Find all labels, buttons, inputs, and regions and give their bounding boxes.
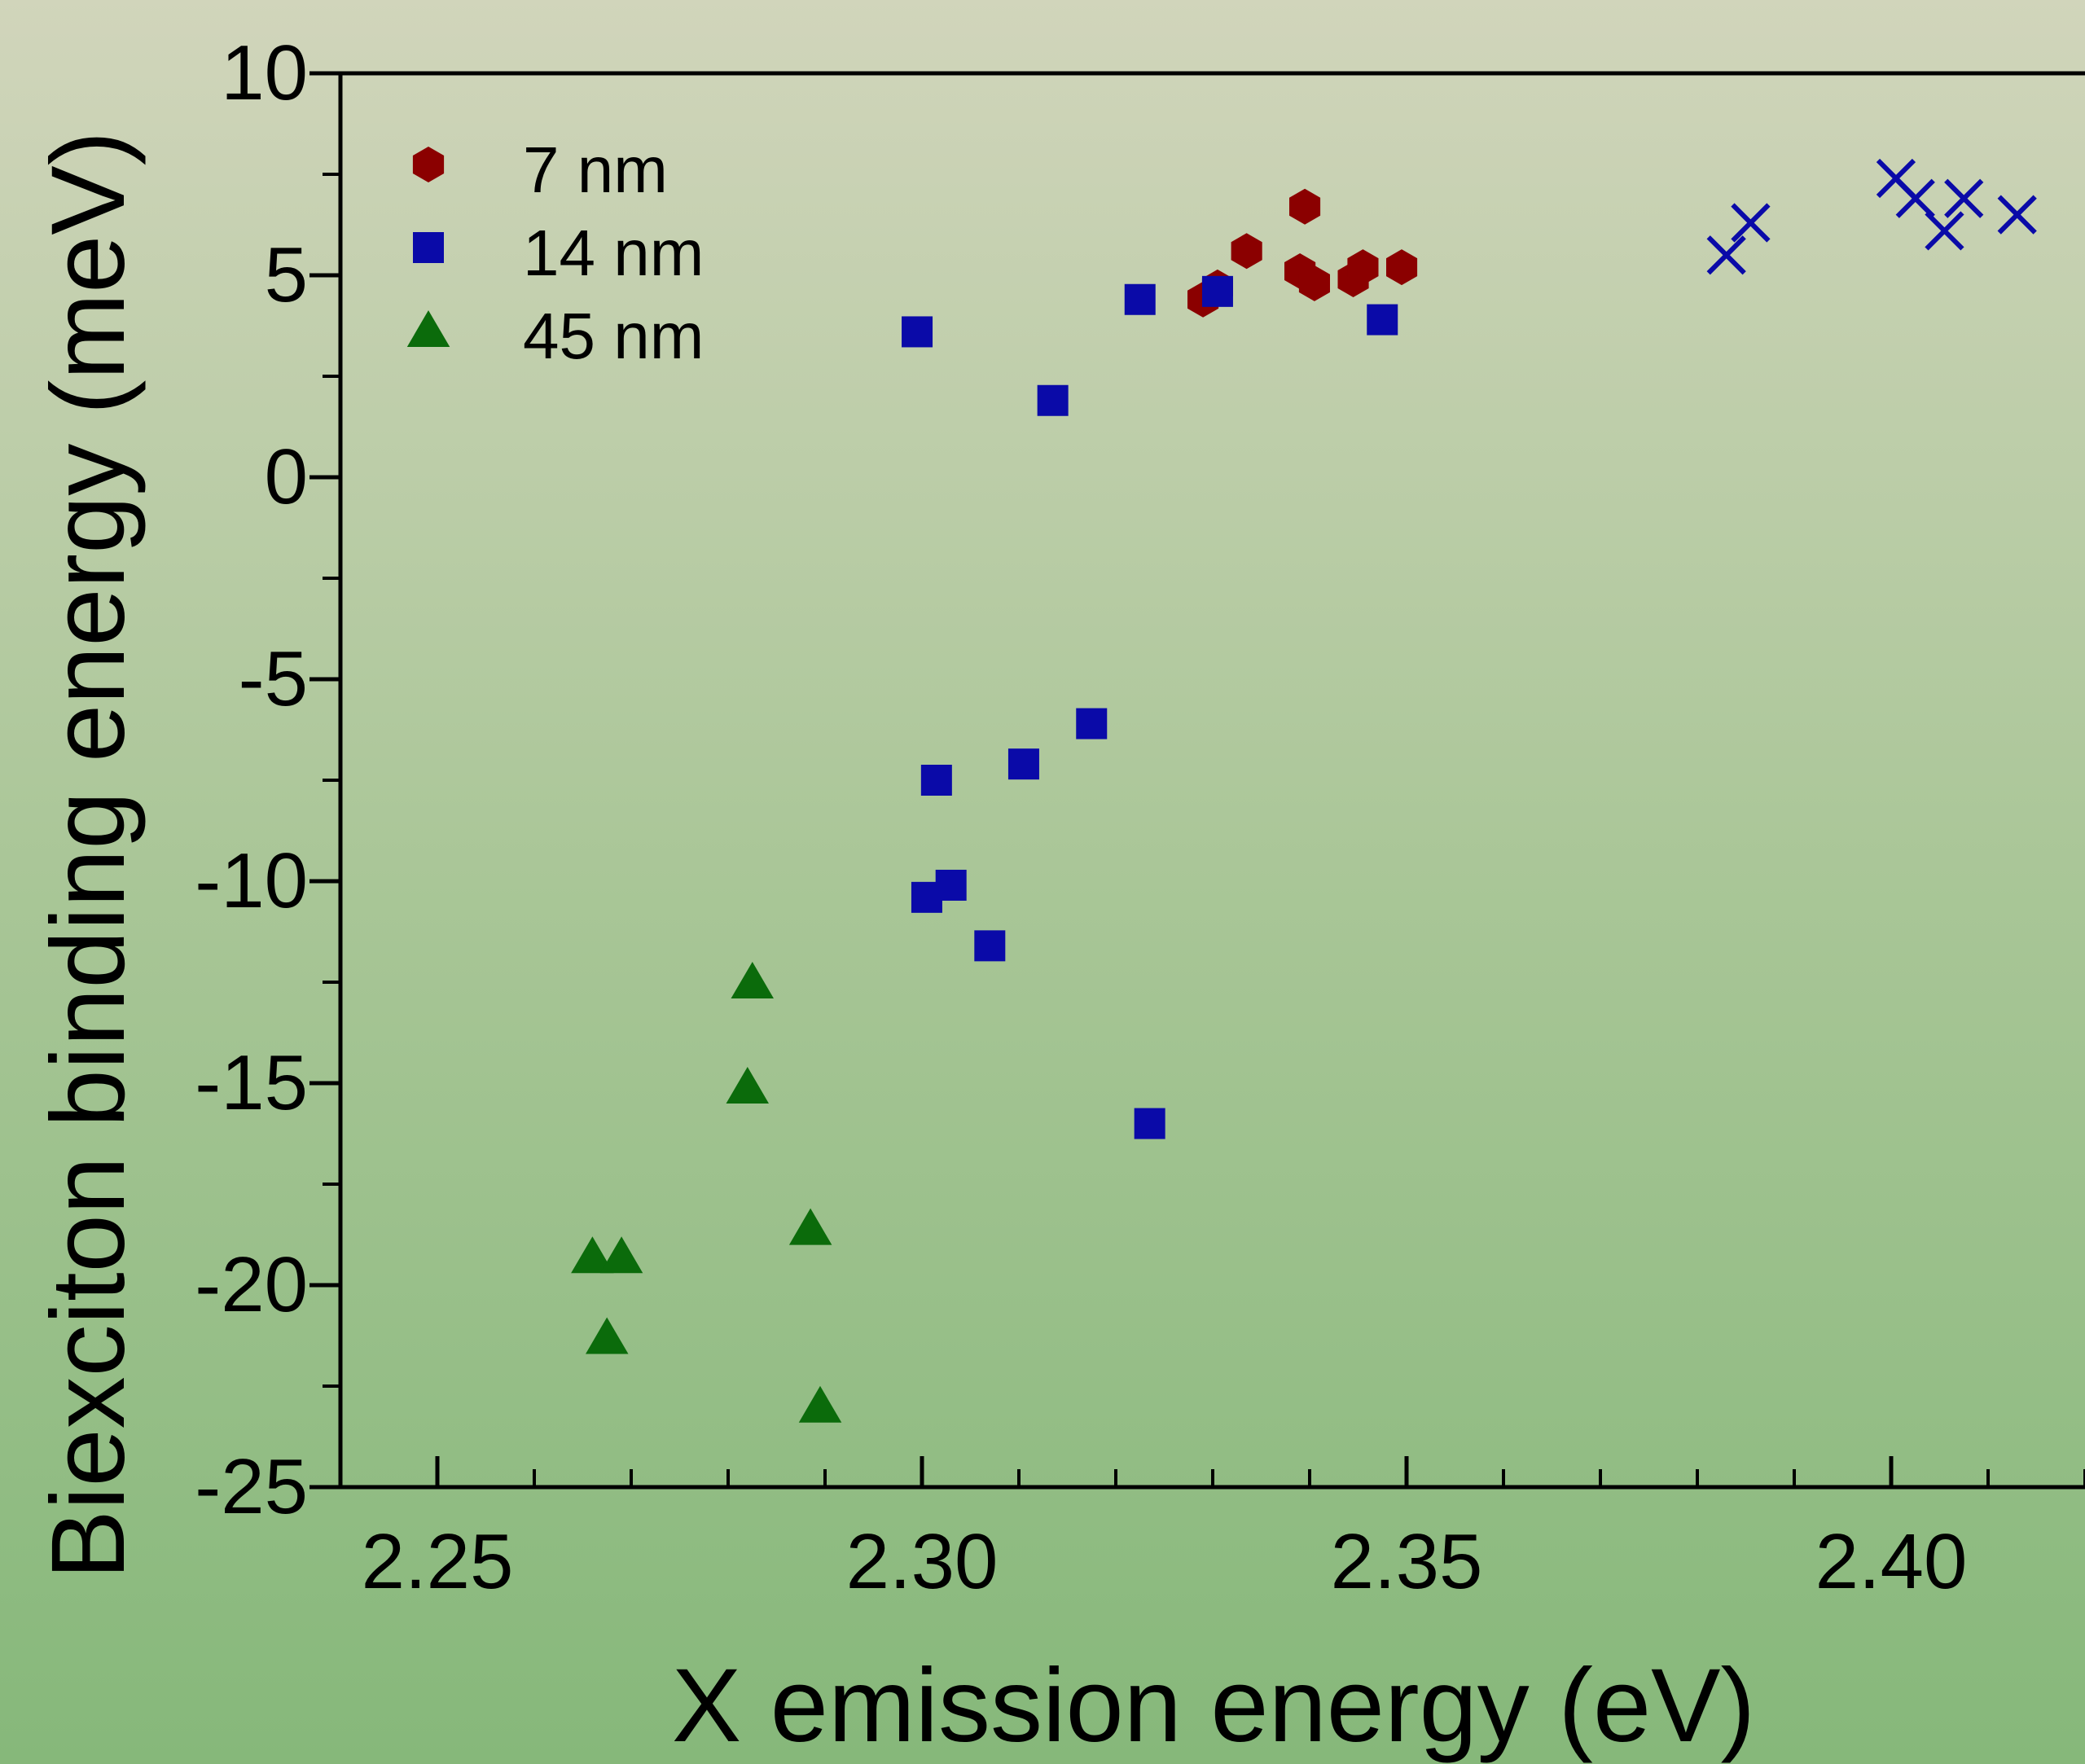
- y-tick-label: 0: [265, 433, 308, 520]
- data-point-triangle: [571, 1236, 614, 1274]
- data-point-cross: [1895, 178, 1935, 218]
- legend-marker-square: [413, 232, 444, 263]
- legend-marker-hexagon: [412, 147, 445, 182]
- y-tick-label: -5: [239, 635, 308, 722]
- x-tick-label: 2.40: [1815, 1518, 1968, 1605]
- y-tick-label: -25: [195, 1443, 308, 1530]
- y-tick-label: -15: [195, 1039, 308, 1126]
- data-points: [571, 158, 2037, 1423]
- x-tick-label: 2.35: [1331, 1518, 1483, 1605]
- data-point-cross: [1997, 195, 2037, 235]
- data-point-square: [1201, 275, 1233, 307]
- x-tick-label: 2.25: [362, 1518, 514, 1605]
- data-point-triangle: [788, 1208, 832, 1245]
- data-point-square: [1367, 304, 1398, 336]
- y-tick-label: -20: [195, 1241, 308, 1328]
- data-point-square: [1134, 1108, 1165, 1139]
- legend-label: 14 nm: [523, 217, 704, 289]
- data-point-triangle: [599, 1236, 643, 1274]
- data-point-square: [920, 765, 952, 796]
- data-point-hexagon: [1289, 188, 1321, 225]
- data-point-square: [911, 881, 942, 913]
- legend-label: 45 nm: [523, 300, 704, 372]
- data-point-hexagon: [1298, 265, 1330, 301]
- legend-label: 7 nm: [523, 134, 668, 206]
- data-point-triangle: [731, 962, 774, 998]
- data-point-square: [902, 316, 933, 348]
- data-point-square: [1124, 283, 1156, 315]
- y-tick-label: 5: [265, 231, 308, 318]
- data-point-triangle: [726, 1067, 769, 1104]
- data-point-cross: [1925, 211, 1964, 251]
- data-point-cross: [1944, 178, 1984, 218]
- data-point-triangle: [798, 1385, 842, 1423]
- data-point-square: [1007, 748, 1039, 780]
- data-point-square: [1076, 708, 1108, 739]
- series-14-nm: [902, 275, 1398, 1139]
- tick-marks: [309, 71, 2085, 1490]
- data-point-cross: [1706, 235, 1746, 275]
- series-45-nm: [571, 962, 842, 1423]
- data-point-hexagon: [1386, 249, 1418, 286]
- data-point-square: [1037, 384, 1069, 416]
- x-tick-label: 2.30: [846, 1518, 999, 1605]
- series-unlabeled-3: [1706, 158, 2037, 275]
- tick-labels: 10 5 0 -5 -10 -15 -20 -25 2.25 2.30 2.35 2.40: [195, 29, 1967, 1605]
- legend-marker-triangle: [406, 310, 450, 347]
- data-point-triangle: [586, 1317, 629, 1354]
- data-point-hexagon: [1347, 249, 1379, 286]
- data-point-hexagon: [1231, 233, 1262, 270]
- x-axis-label: X emission energy (eV): [672, 1648, 1755, 1764]
- data-point-cross: [1731, 203, 1771, 243]
- y-tick-label: -10: [195, 837, 308, 924]
- legend: 7 nm 14 nm 45 nm: [406, 134, 704, 372]
- y-tick-label: 10: [221, 29, 308, 116]
- data-point-square: [974, 930, 1006, 962]
- y-axis-label: Biexciton binding energy (meV): [30, 131, 147, 1580]
